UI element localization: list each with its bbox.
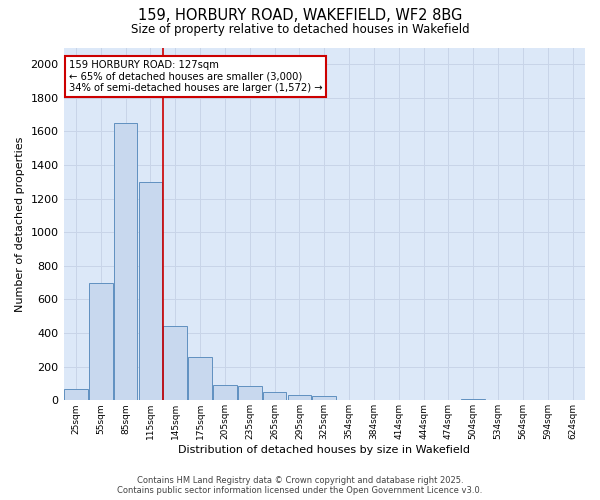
Bar xyxy=(238,386,262,400)
Text: 159, HORBURY ROAD, WAKEFIELD, WF2 8BG: 159, HORBURY ROAD, WAKEFIELD, WF2 8BG xyxy=(138,8,462,22)
Bar xyxy=(139,182,162,400)
Bar xyxy=(213,385,237,400)
Y-axis label: Number of detached properties: Number of detached properties xyxy=(15,136,25,312)
Bar xyxy=(263,392,286,400)
Text: 159 HORBURY ROAD: 127sqm
← 65% of detached houses are smaller (3,000)
34% of sem: 159 HORBURY ROAD: 127sqm ← 65% of detach… xyxy=(69,60,322,93)
Bar xyxy=(163,326,187,400)
Bar xyxy=(64,390,88,400)
Text: Size of property relative to detached houses in Wakefield: Size of property relative to detached ho… xyxy=(131,22,469,36)
Text: Contains HM Land Registry data © Crown copyright and database right 2025.
Contai: Contains HM Land Registry data © Crown c… xyxy=(118,476,482,495)
Bar xyxy=(188,358,212,401)
Bar xyxy=(287,396,311,400)
Bar xyxy=(461,398,485,400)
X-axis label: Distribution of detached houses by size in Wakefield: Distribution of detached houses by size … xyxy=(178,445,470,455)
Bar xyxy=(313,396,336,400)
Bar xyxy=(114,123,137,400)
Bar xyxy=(89,282,113,401)
